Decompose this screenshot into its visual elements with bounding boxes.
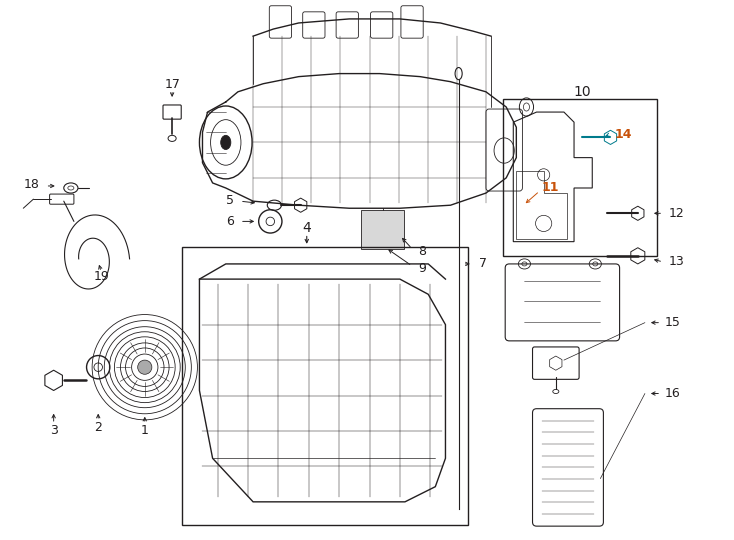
Text: 18: 18 [23, 178, 40, 192]
Text: 6: 6 [226, 215, 234, 228]
Text: 14: 14 [614, 128, 632, 141]
Bar [361, 210, 404, 249]
Text: 13: 13 [668, 255, 684, 268]
Text: 16: 16 [665, 387, 681, 400]
Bar [504, 99, 657, 256]
Text: 8: 8 [418, 245, 426, 258]
Text: 19: 19 [93, 269, 109, 282]
Text: 12: 12 [668, 207, 684, 220]
Text: 15: 15 [665, 316, 681, 329]
Text: 17: 17 [164, 78, 180, 91]
Bar [182, 247, 468, 525]
Text: 4: 4 [302, 221, 311, 235]
Text: 5: 5 [226, 194, 234, 207]
Ellipse shape [221, 136, 230, 150]
Text: 2: 2 [94, 421, 102, 435]
Text: 11: 11 [542, 181, 559, 194]
Text: 3: 3 [50, 424, 57, 437]
Text: 10: 10 [573, 85, 591, 99]
Text: 1: 1 [141, 424, 149, 437]
Circle shape [138, 360, 152, 374]
Text: 9: 9 [418, 262, 426, 275]
Text: 7: 7 [479, 258, 487, 271]
